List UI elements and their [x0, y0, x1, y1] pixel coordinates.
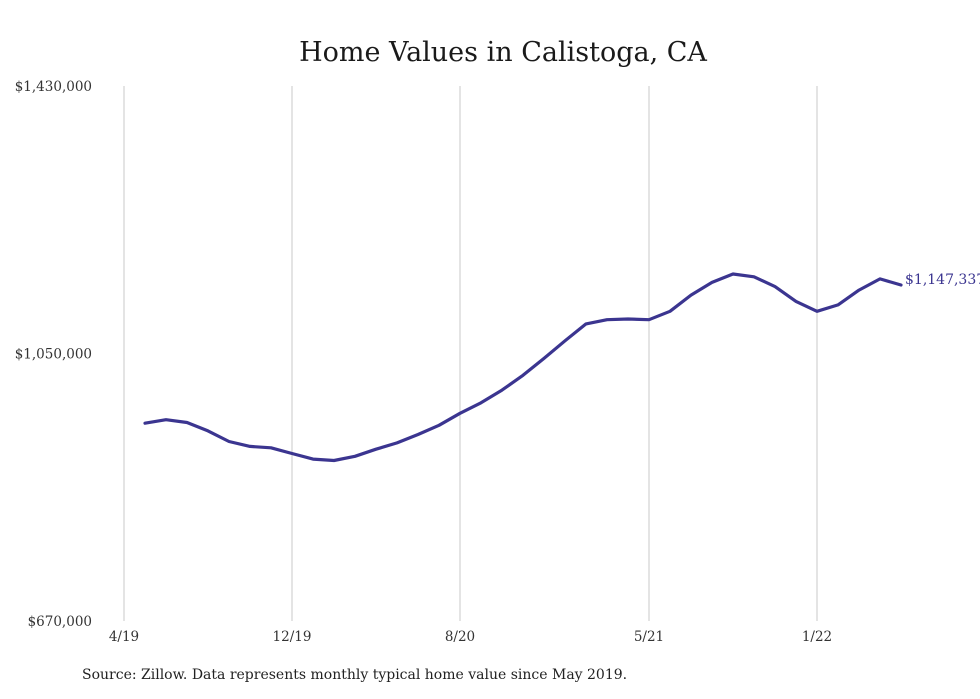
- x-tick-label: 12/19: [273, 629, 312, 645]
- y-tick-label: $670,000: [28, 614, 92, 630]
- y-axis: $1,430,000 $1,050,000 $670,000: [15, 79, 92, 630]
- x-tick-label: 5/21: [634, 629, 664, 645]
- x-tick-label: 4/19: [109, 629, 139, 645]
- x-tick-label: 8/20: [445, 629, 475, 645]
- grid-lines: [123, 86, 818, 621]
- series-line: [143, 272, 903, 463]
- series-layer: [143, 272, 903, 463]
- x-tick-label: 1/22: [802, 629, 832, 645]
- source-note: Source: Zillow. Data represents monthly …: [82, 667, 628, 683]
- chart-title: Home Values in Calistoga, CA: [299, 37, 707, 68]
- y-tick-label: $1,050,000: [15, 347, 92, 363]
- end-value-label: $1,147,337: [905, 272, 980, 288]
- line-chart: Home Values in Calistoga, CA $1,430,000$…: [15, 37, 980, 645]
- y-tick-label: $1,430,000: [15, 79, 92, 95]
- x-axis: 4/19 12/19 8/20 5/21 1/22: [109, 629, 832, 645]
